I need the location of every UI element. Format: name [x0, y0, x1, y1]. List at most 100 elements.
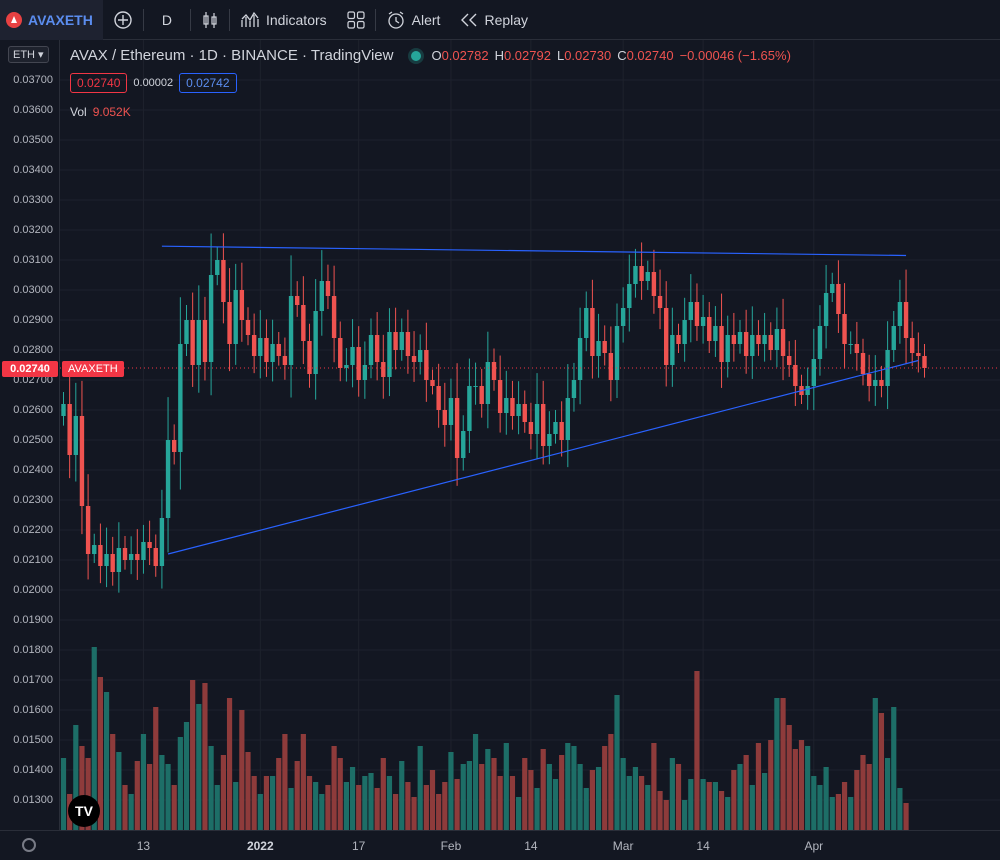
candle-body — [245, 320, 251, 335]
trendlines — [161, 245, 919, 555]
price-tick-label: 0.02700 — [13, 374, 53, 386]
candle-body — [756, 335, 761, 344]
currency-badge[interactable]: ETH ▾ — [8, 46, 49, 63]
volume-bar — [233, 782, 239, 830]
volume-bar — [725, 797, 731, 830]
candle-body — [596, 341, 601, 356]
alert-icon — [388, 10, 404, 29]
candle-body — [454, 398, 460, 458]
candle-body — [688, 302, 693, 320]
candle-body — [288, 296, 294, 365]
candle-body — [682, 320, 687, 344]
volume-bar — [190, 680, 196, 830]
volume-bar — [632, 767, 639, 830]
volume-bar — [651, 743, 657, 830]
chart-type-button[interactable] — [191, 0, 229, 40]
candle-body — [374, 335, 380, 362]
volume-bar — [331, 746, 337, 830]
volume-bar — [362, 776, 368, 830]
volume-bar — [712, 782, 718, 830]
candle-body — [73, 416, 78, 455]
symbol-label: AVAXETH — [28, 11, 93, 28]
buy-price-button[interactable]: 0.02742 — [179, 73, 237, 93]
volume-bar — [239, 710, 245, 830]
volume-bar — [639, 776, 645, 830]
candle-body — [196, 320, 201, 365]
volume-bar — [626, 776, 632, 830]
price-axis[interactable]: 0.03700 0.03600 0.03500 0.03400 0.03300 0.032… — [0, 40, 60, 830]
candle-body — [436, 386, 441, 410]
volume-bar — [774, 698, 780, 830]
indicators-button[interactable]: Indicators — [230, 0, 337, 40]
volume-bar — [565, 743, 571, 830]
candle-body — [497, 380, 503, 413]
sell-price-button[interactable]: 0.02740 — [70, 73, 128, 93]
settings-icon[interactable] — [22, 838, 36, 852]
chart-title[interactable]: AVAX / Ethereum · 1D · BINANCE · Trading… — [70, 47, 394, 64]
volume-bar — [522, 758, 528, 830]
candle-body — [208, 275, 214, 362]
volume-value: 9.052K — [92, 105, 131, 119]
volume-bar — [614, 695, 620, 830]
price-chart[interactable] — [60, 40, 1000, 830]
price-tick-label: 0.02500 — [13, 434, 53, 446]
price-tick-label: 0.01300 — [13, 794, 53, 806]
candle-body — [541, 404, 546, 446]
trendline-support — [167, 359, 919, 555]
candle-body — [897, 302, 903, 326]
quote-row: 0.02740 0.00002 0.02742 — [70, 73, 237, 93]
volume-bar — [841, 782, 848, 830]
candle-body — [547, 434, 552, 446]
interval-button[interactable]: D — [144, 0, 190, 40]
candle-body — [405, 332, 411, 356]
volume-bar — [503, 743, 509, 830]
candle-body — [848, 344, 853, 345]
volume-bar — [866, 764, 872, 830]
candle-body — [141, 542, 146, 560]
candle-body — [633, 266, 638, 284]
price-tick-label: 0.02300 — [13, 494, 53, 506]
time-tick-label: 17 — [352, 839, 366, 853]
candle-body — [866, 374, 872, 386]
candle-body — [510, 398, 515, 416]
symbol-button[interactable]: AVAXETH — [0, 0, 103, 40]
volume-bar — [276, 758, 282, 830]
candle-body — [860, 353, 866, 374]
volume-bar — [885, 758, 891, 830]
volume-bar — [73, 725, 79, 830]
volume-bar — [854, 770, 860, 830]
layout-button[interactable] — [337, 0, 375, 40]
price-tick-label: 0.01600 — [13, 704, 53, 716]
volume-bar — [282, 734, 288, 830]
volume-bar — [128, 794, 134, 830]
volume-bar — [872, 698, 878, 830]
candle-body — [282, 356, 288, 365]
volume-bar — [417, 746, 423, 830]
tradingview-logo-icon[interactable]: TV — [68, 795, 100, 827]
candle-body — [172, 440, 177, 452]
compare-button[interactable] — [103, 0, 143, 40]
volume-bar — [177, 737, 183, 830]
volume-bar — [380, 758, 386, 830]
price-tick-label: 0.02600 — [13, 404, 53, 416]
chart-legend: AVAX / Ethereum · 1D · BINANCE · Trading… — [70, 47, 797, 64]
volume-bar — [356, 785, 362, 830]
volume-bar — [270, 776, 276, 830]
candlesticks — [61, 233, 927, 593]
price-tick-label: 0.02000 — [13, 584, 53, 596]
volume-bar — [79, 746, 85, 830]
candle-body — [350, 347, 355, 365]
candle-body — [817, 326, 823, 359]
price-tick-label: 0.01800 — [13, 644, 53, 656]
volume-bar — [552, 779, 559, 830]
candle-body — [565, 398, 570, 440]
time-axis[interactable]: 13 2022 17 Feb 14 Mar 14 Apr — [0, 830, 1000, 860]
candle-body — [295, 296, 300, 305]
volume-bar — [429, 770, 436, 830]
volume-bar — [780, 698, 786, 830]
replay-label: Replay — [484, 11, 529, 28]
alert-button[interactable]: Alert — [376, 0, 451, 40]
volume-bar — [700, 779, 706, 830]
price-tick-label: 0.03400 — [13, 164, 53, 176]
replay-button[interactable]: Replay — [450, 0, 538, 40]
